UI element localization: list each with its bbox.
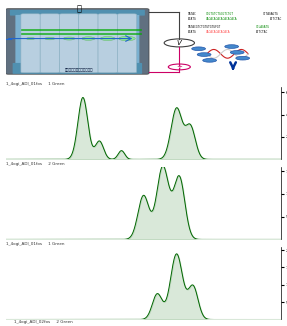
Circle shape [197, 53, 211, 56]
Text: CTTAGAGTG: CTTAGAGTG [263, 12, 279, 16]
Text: 1_4ogi_ADI_02fos     2 Green: 1_4ogi_ADI_02fos 2 Green [14, 320, 73, 324]
Circle shape [119, 37, 135, 41]
Text: プラスラリー電気泳動装置: プラスラリー電気泳動装置 [65, 68, 93, 73]
Text: CTLAGATG: CTLAGATG [256, 25, 270, 29]
Circle shape [236, 56, 250, 60]
Circle shape [63, 37, 75, 40]
Text: ATTCTAC: ATTCTAC [256, 30, 268, 34]
Circle shape [225, 45, 238, 48]
Circle shape [26, 37, 35, 40]
FancyBboxPatch shape [59, 14, 79, 73]
Text: ATATG: ATATG [188, 30, 196, 34]
Circle shape [45, 37, 55, 40]
FancyBboxPatch shape [98, 14, 117, 73]
Text: －: － [76, 4, 81, 13]
Text: 1_4ogi_ADI_01fos     1 Green: 1_4ogi_ADI_01fos 1 Green [6, 82, 64, 86]
Text: 1_4ogi_ADI_01fos     2 Green: 1_4ogi_ADI_01fos 2 Green [6, 162, 64, 166]
Circle shape [82, 37, 95, 40]
FancyBboxPatch shape [79, 14, 98, 73]
Circle shape [100, 37, 115, 40]
Text: ATTCTAC: ATTCTAC [270, 17, 282, 21]
FancyBboxPatch shape [21, 14, 40, 73]
Text: CTGTGTCTGCGTCTGT: CTGTGTCTGCGTCTGT [205, 12, 234, 16]
FancyBboxPatch shape [15, 15, 139, 64]
Text: TATACGTCTGTGTGTGFGT: TATACGTCTGTGTGTGFGT [188, 25, 221, 29]
FancyBboxPatch shape [13, 63, 142, 74]
Circle shape [192, 47, 205, 51]
Text: V: V [177, 40, 182, 46]
Circle shape [164, 39, 195, 47]
FancyBboxPatch shape [40, 14, 59, 73]
Text: CACACACACACACACACA: CACACACACACACACACA [205, 17, 237, 21]
Text: 1_4ogi_ADI_01fos     1 Green: 1_4ogi_ADI_01fos 1 Green [6, 242, 64, 246]
Text: +: + [177, 64, 182, 70]
FancyBboxPatch shape [10, 10, 145, 16]
Text: TATAC: TATAC [188, 12, 196, 16]
Circle shape [230, 51, 244, 54]
FancyBboxPatch shape [6, 9, 149, 74]
Text: CACACACACACACA: CACACACACACACA [205, 30, 230, 34]
Text: ATATG: ATATG [188, 17, 196, 21]
FancyBboxPatch shape [117, 14, 137, 73]
Circle shape [203, 59, 216, 62]
Circle shape [168, 64, 190, 70]
